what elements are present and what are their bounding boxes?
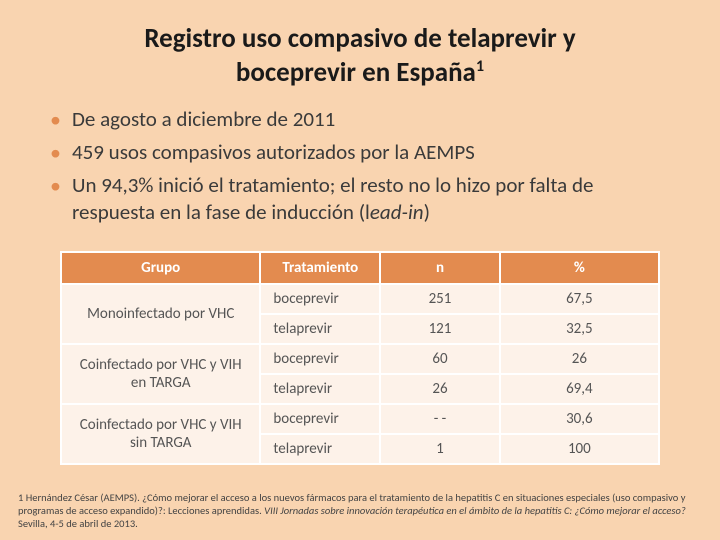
pct-cell: 32,5 (500, 314, 659, 344)
title-line2: boceprevir en España (236, 56, 476, 89)
footnote: 1 Hernández César (AEMPS). ¿Cómo mejorar… (18, 490, 702, 530)
treatment-cell: telaprevir (260, 314, 380, 344)
treatment-cell: boceprevir (260, 344, 380, 374)
n-cell: - - (380, 404, 499, 434)
bullet-item: 459 usos compasivos autorizados por la A… (72, 139, 670, 166)
n-cell: 121 (380, 314, 499, 344)
pct-cell: 26 (500, 344, 659, 374)
col-header: Tratamiento (260, 252, 380, 284)
col-header: % (500, 252, 659, 284)
bullet-item: De agosto a diciembre de 2011 (72, 106, 670, 133)
col-header: n (380, 252, 499, 284)
table-row: Coinfectado por VHC y VIH sin TARGAbocep… (61, 404, 659, 434)
pct-cell: 30,6 (500, 404, 659, 434)
table-row: Monoinfectado por VHCboceprevir25167,5 (61, 284, 659, 314)
group-cell: Coinfectado por VHC y VIH en TARGA (61, 344, 260, 404)
n-cell: 26 (380, 374, 499, 404)
col-header: Grupo (61, 252, 260, 284)
table-body: Monoinfectado por VHCboceprevir25167,5te… (61, 284, 659, 464)
bullet-item: Un 94,3% inició el tratamiento; el resto… (72, 172, 670, 227)
pct-cell: 67,5 (500, 284, 659, 314)
title-line1: Registro uso compasivo de telaprevir y (144, 22, 575, 55)
treatment-cell: boceprevir (260, 404, 380, 434)
table-header-row: Grupo Tratamiento n % (61, 252, 659, 284)
n-cell: 60 (380, 344, 499, 374)
title-sup: 1 (476, 57, 484, 76)
bullet-list: De agosto a diciembre de 2011 459 usos c… (0, 98, 720, 245)
group-cell: Monoinfectado por VHC (61, 284, 260, 344)
table-row: Coinfectado por VHC y VIH en TARGAbocepr… (61, 344, 659, 374)
treatment-cell: telaprevir (260, 374, 380, 404)
treatment-cell: boceprevir (260, 284, 380, 314)
treatment-cell: telaprevir (260, 434, 380, 464)
pct-cell: 69,4 (500, 374, 659, 404)
pct-cell: 100 (500, 434, 659, 464)
data-table: Grupo Tratamiento n % Monoinfectado por … (60, 251, 660, 465)
n-cell: 1 (380, 434, 499, 464)
n-cell: 251 (380, 284, 499, 314)
group-cell: Coinfectado por VHC y VIH sin TARGA (61, 404, 260, 464)
slide-title: Registro uso compasivo de telaprevir y b… (0, 0, 720, 98)
